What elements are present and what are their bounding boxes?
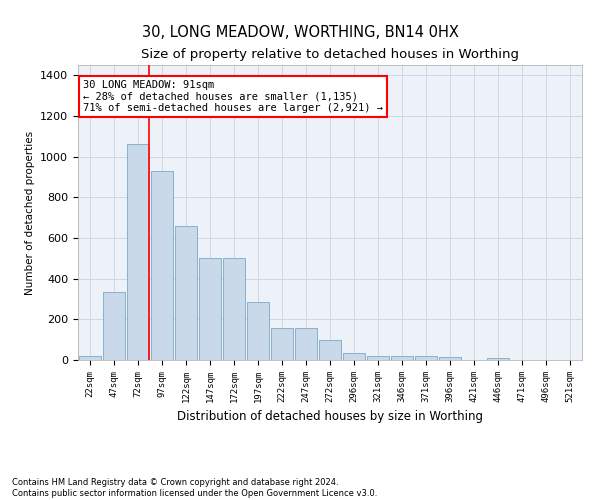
Bar xyxy=(295,328,317,360)
Bar xyxy=(151,171,173,360)
Bar xyxy=(223,258,245,360)
Text: 30, LONG MEADOW, WORTHING, BN14 0HX: 30, LONG MEADOW, WORTHING, BN14 0HX xyxy=(142,25,458,40)
Bar xyxy=(487,358,509,360)
Bar xyxy=(199,258,221,360)
Bar xyxy=(79,356,101,360)
Bar xyxy=(415,356,437,360)
Bar xyxy=(439,357,461,360)
Bar xyxy=(127,144,149,360)
Text: 30 LONG MEADOW: 91sqm
← 28% of detached houses are smaller (1,135)
71% of semi-d: 30 LONG MEADOW: 91sqm ← 28% of detached … xyxy=(83,80,383,113)
Bar xyxy=(247,302,269,360)
Bar xyxy=(271,328,293,360)
Bar xyxy=(343,353,365,360)
Bar xyxy=(175,226,197,360)
Text: Contains HM Land Registry data © Crown copyright and database right 2024.
Contai: Contains HM Land Registry data © Crown c… xyxy=(12,478,377,498)
Bar xyxy=(319,340,341,360)
Bar xyxy=(391,356,413,360)
Title: Size of property relative to detached houses in Worthing: Size of property relative to detached ho… xyxy=(141,48,519,61)
Y-axis label: Number of detached properties: Number of detached properties xyxy=(25,130,35,294)
Bar xyxy=(367,356,389,360)
Bar xyxy=(103,292,125,360)
X-axis label: Distribution of detached houses by size in Worthing: Distribution of detached houses by size … xyxy=(177,410,483,424)
